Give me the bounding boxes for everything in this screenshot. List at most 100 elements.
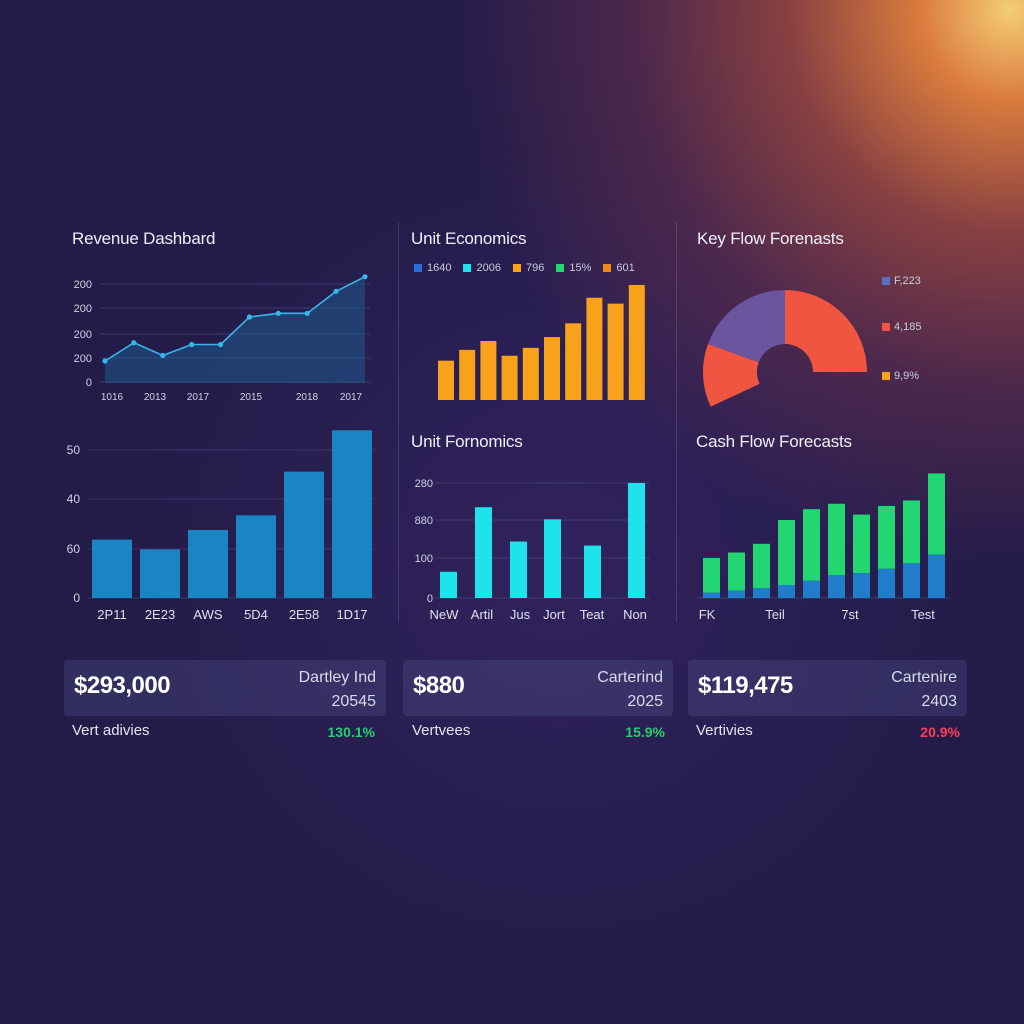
x-tick-label: 2015 [240,392,263,403]
legend-label: 2006 [476,262,501,274]
x-tick-label: 7st [841,607,859,622]
kpi-company: Dartley Ind [298,669,376,686]
blue-bar [236,515,276,598]
legend-label: 9,9% [894,370,920,382]
unit-economics-legend: 1640 2006 796 15% 601 [414,262,635,274]
unit-economics-title: Unit Economics [411,229,527,248]
legend-item: F,223 [882,275,921,287]
x-tick-label: 2P11 [97,607,126,622]
unit-economics-bar [544,337,560,400]
column-divider-left [398,222,399,622]
y-tick-label: 200 [74,329,92,341]
kpi-value: $880 [413,672,465,699]
legend-swatch [882,277,890,285]
cash-flow-bar-base [753,588,770,598]
blue-bar [92,539,132,598]
cash-flow-bar-base [728,590,745,598]
y-tick-label: 0 [86,377,92,389]
cash-flow-bar-top [753,543,770,589]
kpi-card[interactable]: $880 Carterind 2025 [403,660,673,716]
legend-item: 601 [603,262,635,274]
cash-flow-bar-top [803,509,820,581]
pie-slice [703,343,760,407]
y-tick-label: 0 [427,593,433,605]
kpi-change: 20.9% [920,724,960,740]
cash-flow-bar-base [778,585,795,598]
cash-flow-bar-top [928,473,945,555]
x-tick-label: Non [623,607,647,622]
cash-flow-bar-base [878,568,895,598]
kpi-value: $293,000 [74,672,171,699]
unit-fornomics-bar [440,571,457,598]
y-tick-label: 880 [415,515,433,527]
legend-label: F,223 [894,275,921,287]
y-tick-label: 200 [74,303,92,315]
y-tick-label: 50 [67,443,81,457]
cash-flow-bar-top [878,505,895,569]
legend-item: 2006 [463,262,501,274]
y-tick-label: 280 [415,478,433,490]
x-tick-label: 1D17 [336,607,367,622]
x-tick-label: Artil [471,607,494,622]
revenue-line-chart: 200 200 200 200 0 1016 2013 2017 2015 2018 2017 [74,274,370,403]
revenue-point [160,352,166,359]
cash-flow-bar-top [828,503,845,576]
unit-economics-bar [522,347,539,400]
x-tick-label: 2E58 [289,607,319,622]
kpi-change: 130.1% [327,724,375,740]
revenue-line [104,275,366,362]
y-tick-label: 100 [415,553,433,565]
legend-label: 4,185 [894,321,922,333]
cash-flow-bar-top [728,552,745,591]
x-tick-label: 5D4 [244,607,268,622]
x-tick-label: NeW [430,607,460,622]
legend-label: 601 [616,262,635,274]
kpi-company: Cartenire [891,669,957,686]
kpi-card[interactable]: $293,000 Dartley Ind 20545 [64,660,386,716]
kpi-company: Carterind [597,669,663,686]
column-divider-right [676,222,677,622]
legend-swatch [463,264,472,272]
kpi-label: Vert adivies [72,722,150,739]
revenue-point [131,340,137,346]
x-tick-label: 1016 [101,392,124,403]
kpi-code: 20545 [331,693,377,710]
kpi-card[interactable]: $119,475 Cartenire 2403 [688,660,967,716]
cash-flow-bar-base [903,563,920,598]
y-tick-label: 200 [74,279,92,291]
legend-swatch [414,264,422,272]
x-tick-label: Jort [543,607,565,622]
unit-economics-bar [628,284,645,400]
y-tick-label: 40 [67,492,81,506]
unit-economics-bar [586,297,603,400]
unit-fornomics-bar [628,483,645,598]
cash-flow-bar-top [853,514,870,574]
x-tick-label: 2018 [296,392,319,403]
x-tick-label: Teil [765,607,785,622]
legend-swatch [556,264,565,272]
revenue-area [105,276,365,383]
unit-fornomics-bar [544,519,561,598]
cash-flow-bar-base [803,580,820,598]
kpi-change: 15.9% [625,724,665,740]
y-tick-label: 0 [73,591,80,605]
kpi-value: $119,475 [698,672,793,699]
x-tick-label: 2013 [144,392,167,403]
unit-economics-bar-chart [438,284,645,400]
blue-bar [284,471,324,598]
legend-item: 4,185 [882,321,922,333]
legend-swatch [882,372,890,380]
revenue-point [275,310,281,316]
cash-flow-stacked-chart: FK Teil 7st Test [697,473,950,622]
cash-flow-bar-base [928,554,945,598]
kpi-label: Vertivies [696,722,753,739]
cash-flow-bar-top [703,557,720,593]
revenue-point [304,310,310,316]
revenue-point [246,314,253,320]
kpi-label: Vertvees [412,722,471,739]
unit-economics-bar [480,341,497,400]
unit-economics-bar [565,323,582,400]
unit-economics-bar [438,360,454,400]
pie-slice [785,290,867,372]
legend-item: 9,9% [882,370,919,382]
